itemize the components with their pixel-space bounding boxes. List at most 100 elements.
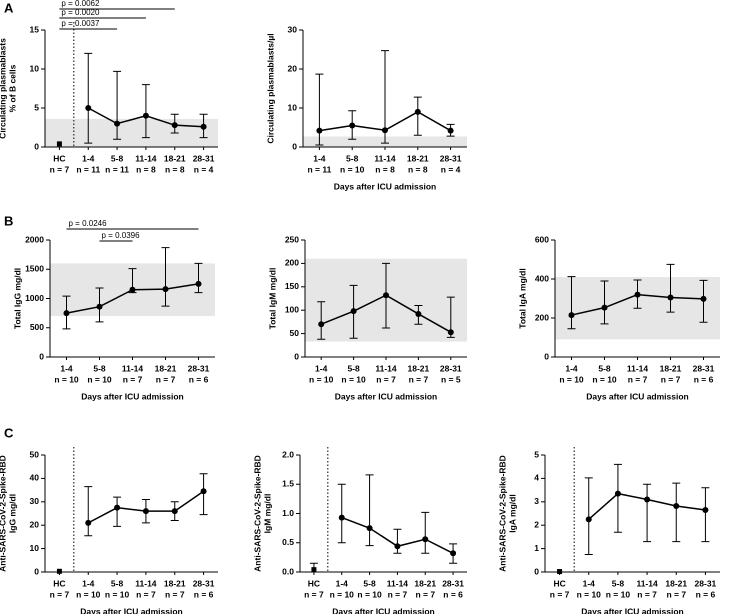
n-label: n = 8 — [165, 164, 185, 174]
point — [614, 490, 621, 497]
n-label: n = 6 — [443, 589, 463, 599]
y-tick-label: 10 — [30, 543, 40, 553]
point — [85, 519, 92, 526]
n-label: n = 7 — [409, 374, 429, 384]
point — [383, 292, 389, 299]
point — [195, 280, 202, 287]
point — [114, 120, 121, 127]
x-tick-label: 11-14 — [387, 578, 409, 588]
n-label: n = 7 — [123, 374, 143, 384]
error-bar — [194, 262, 203, 294]
point — [601, 304, 608, 311]
point — [382, 127, 388, 134]
x-tick-label: 1-4 — [82, 153, 95, 163]
point — [171, 508, 178, 515]
y-tick-label: 1.5 — [282, 479, 294, 489]
y-tick-label: 1500 — [25, 264, 44, 274]
x-tick-label: 1-4 — [565, 363, 578, 373]
y-tick-label: 1000 — [25, 293, 44, 303]
n-label: n = 11 — [307, 164, 331, 174]
error-bar — [584, 477, 593, 555]
x-tick-label: 18-21 — [408, 363, 430, 373]
point — [673, 503, 680, 510]
n-label: n = 7 — [376, 374, 396, 384]
n-label: n = 5 — [441, 374, 461, 384]
n-label: n = 6 — [696, 589, 716, 599]
n-label: n = 7 — [637, 589, 657, 599]
x-tick-label: 28-31 — [693, 363, 715, 373]
point — [700, 295, 707, 302]
point — [667, 294, 674, 301]
significance-label: p = 0.0037 — [61, 19, 100, 28]
y-tick-label: 3 — [534, 496, 539, 506]
x-tick-label: 18-21 — [414, 578, 436, 588]
y-tick-label: 5 — [534, 449, 539, 459]
n-label: n = 11 — [105, 164, 129, 174]
n-label: n = 10 — [76, 589, 101, 599]
error-bar — [701, 487, 710, 543]
error-bar — [315, 73, 324, 146]
n-label: n = 10 — [559, 374, 584, 384]
y-axis-label: Total IgA mg/dl — [517, 268, 527, 328]
y-tick-label: 1 — [534, 543, 539, 553]
error-bar — [113, 70, 122, 140]
x-tick-label: 1-4 — [336, 578, 349, 588]
point — [422, 536, 429, 543]
n-label: n = 10 — [54, 374, 79, 384]
x-tick-label: 1-4 — [60, 363, 73, 373]
x-tick-label: HC — [308, 578, 320, 588]
y-axis-label: IgA mg/dl — [507, 494, 517, 532]
x-tick-label: HC — [53, 153, 65, 163]
error-bar — [365, 474, 374, 547]
n-label: n = 10 — [606, 589, 631, 599]
point — [350, 308, 357, 315]
x-tick-label: 1-4 — [315, 363, 328, 373]
x-tick-label: 5-8 — [598, 363, 611, 373]
point — [557, 569, 563, 575]
point — [56, 141, 62, 147]
y-tick-label: 0.0 — [282, 566, 294, 576]
y-tick-label: 4 — [534, 473, 539, 483]
panel-label: B — [4, 213, 13, 228]
y-tick-label: 50 — [290, 328, 300, 338]
point — [447, 127, 454, 134]
n-label: n = 11 — [76, 164, 100, 174]
x-tick-label: 11-14 — [627, 363, 649, 373]
n-label: n = 4 — [194, 164, 214, 174]
point — [366, 525, 373, 532]
n-label: n = 7 — [661, 374, 681, 384]
y-tick-label: 10 — [288, 102, 298, 112]
x-tick-label: 28-31 — [440, 363, 462, 373]
x-tick-label: HC — [553, 578, 565, 588]
n-label: n = 10 — [341, 374, 366, 384]
point — [414, 108, 421, 115]
n-label: n = 6 — [694, 374, 714, 384]
n-label: n = 7 — [50, 164, 70, 174]
y-tick-label: 30 — [30, 496, 40, 506]
n-label: n = 6 — [189, 374, 209, 384]
y-tick-label: 30 — [288, 24, 298, 34]
n-label: n = 10 — [577, 589, 602, 599]
y-axis-label: % of B cells — [7, 64, 17, 112]
n-label: n = 7 — [388, 589, 408, 599]
y-tick-label: 20 — [288, 63, 298, 73]
y-tick-label: 5 — [34, 102, 39, 112]
point — [129, 286, 136, 293]
x-tick-label: 1-4 — [313, 153, 326, 163]
y-tick-label: 200 — [285, 258, 299, 268]
y-tick-label: 100 — [285, 304, 299, 314]
x-tick-label: 1-4 — [583, 578, 596, 588]
y-tick-label: 0 — [294, 351, 299, 361]
point — [318, 321, 325, 328]
n-label: n = 10 — [309, 374, 334, 384]
x-tick-label: 18-21 — [164, 153, 186, 163]
y-axis-label: Total IgG mg/dl — [12, 268, 22, 329]
point — [568, 312, 575, 319]
x-tick-label: 18-21 — [665, 578, 687, 588]
x-axis-label: Days after ICU admission — [80, 606, 183, 614]
x-tick-label: 5-8 — [612, 578, 625, 588]
point — [142, 508, 149, 515]
significance-label: p = 0.0396 — [102, 231, 141, 240]
point — [338, 514, 345, 521]
point — [114, 504, 121, 511]
